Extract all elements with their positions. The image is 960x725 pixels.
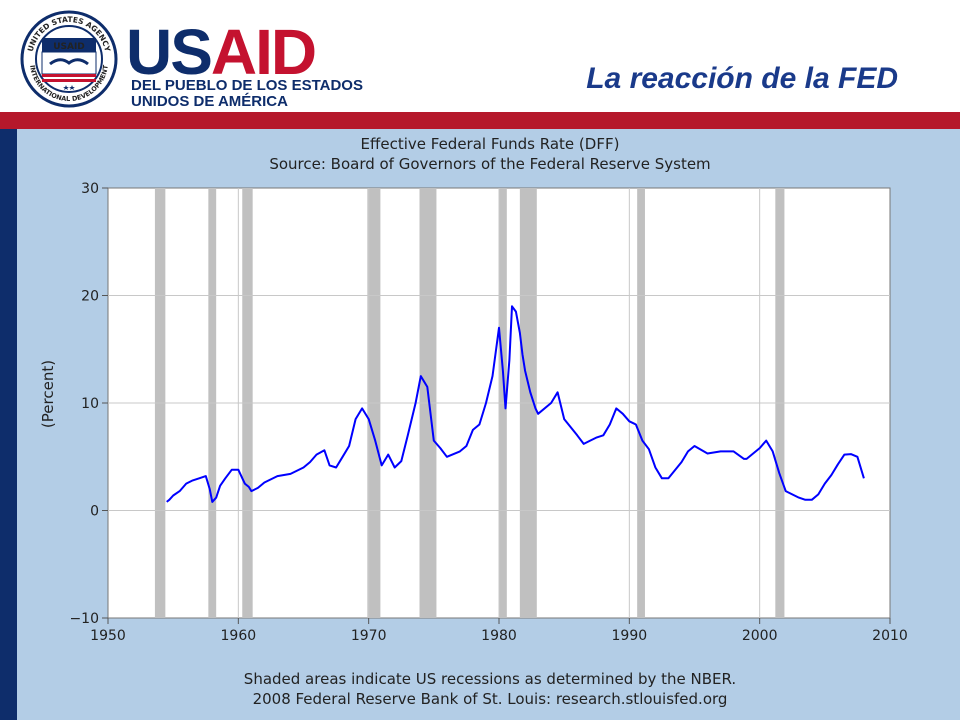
x-tick-label: 2000 [742,628,778,644]
chart-panel: Effective Federal Funds Rate (DFF) Sourc… [17,129,960,720]
chart-note-source: 2008 Federal Reserve Bank of St. Louis: … [253,690,728,708]
tagline-line-1: DEL PUEBLO DE LOS ESTADOS [131,77,363,94]
fed-funds-rate-chart: Effective Federal Funds Rate (DFF) Sourc… [39,135,908,708]
usaid-tagline: DEL PUEBLO DE LOS ESTADOS UNIDOS DE AMÉR… [131,78,363,110]
series-line-dff [166,305,865,503]
tagline-line-2: UNIDOS DE AMÉRICA [131,93,288,110]
header-divider-red [0,112,960,129]
x-tick-label: 1960 [221,628,257,644]
usaid-wordmark: USAID [126,16,317,88]
seal-badge-text: USAID [53,42,85,52]
x-axis-ticks: 1950 1960 1970 1980 1990 2000 2010 [90,618,908,644]
usaid-seal-logo: UNITED STATES AGENCY INTERNATIONAL DEVEL… [20,10,118,108]
series-group [166,305,865,503]
grid-lines [108,188,890,618]
y-tick-label: 20 [81,289,99,305]
star-icon [63,85,69,90]
y-tick-label: 0 [90,504,99,520]
x-tick-label: 1970 [351,628,387,644]
x-tick-label: 1990 [612,628,648,644]
slide-title: La reacción de la FED [586,62,898,95]
left-accent-bar [0,129,17,720]
handshake-icon [49,58,89,66]
y-axis-label: (Percent) [39,360,57,428]
chart-title: Effective Federal Funds Rate (DFF) [361,135,620,153]
chart-subtitle: Source: Board of Governors of the Federa… [269,155,710,173]
y-axis-ticks: −10 0 10 20 30 [69,181,108,627]
x-tick-label: 2010 [872,628,908,644]
star-icon [69,85,75,90]
y-tick-label: 10 [81,396,99,412]
y-tick-label: 30 [81,181,99,197]
slide-header: UNITED STATES AGENCY INTERNATIONAL DEVEL… [0,0,960,112]
chart-note-recessions: Shaded areas indicate US recessions as d… [244,670,736,688]
y-tick-label: −10 [69,611,99,627]
x-tick-label: 1950 [90,628,126,644]
x-tick-label: 1980 [481,628,517,644]
